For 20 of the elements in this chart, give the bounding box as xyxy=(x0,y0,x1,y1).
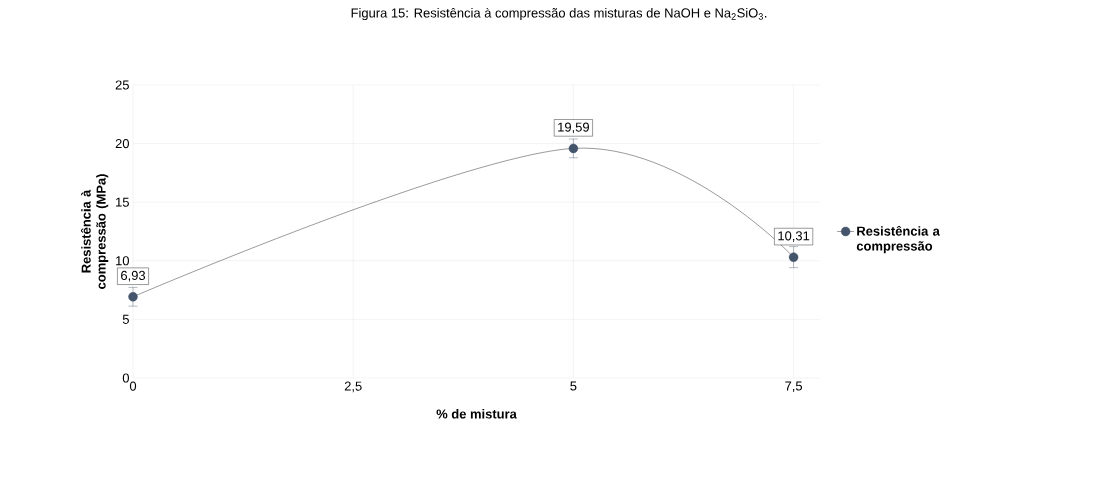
y-tick-label: 15 xyxy=(116,197,129,207)
x-tick-label: 7,5 xyxy=(785,381,803,393)
x-tick-label: 2,5 xyxy=(344,381,362,393)
data-label: 19,59 xyxy=(558,122,589,134)
legend-label: Resistência a compressão xyxy=(856,225,940,254)
data-label: 6,93 xyxy=(121,270,146,282)
x-tick-label: 0 xyxy=(129,381,137,391)
x-axis-title: % de mistura xyxy=(436,409,517,419)
y-tick-label: 25 xyxy=(115,80,129,90)
y-tick-label: 10 xyxy=(116,256,129,266)
point xyxy=(568,143,579,154)
point xyxy=(788,252,799,262)
x-tick-label: 5 xyxy=(570,381,577,391)
data-label: 10,31 xyxy=(778,231,810,242)
y-tick-label: 20 xyxy=(115,139,129,149)
chart-title: Figura 15: Resistência à compressão das misturas de NaOH e Na$_{2}$SiO$_{3}$. xyxy=(351,7,767,21)
point xyxy=(128,292,138,302)
y-tick-label: 5 xyxy=(122,314,129,324)
y-tick-label: 0 xyxy=(122,373,129,383)
y-axis-title: Resistência à compressão (MPa) xyxy=(80,174,109,289)
